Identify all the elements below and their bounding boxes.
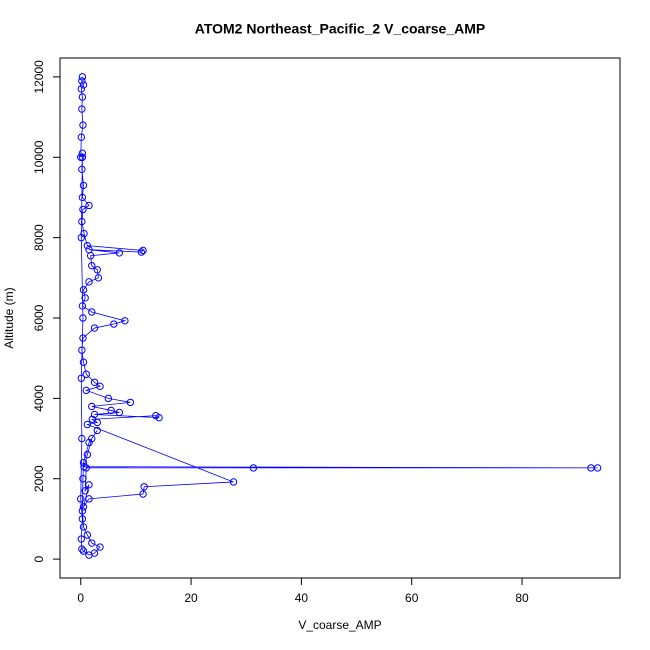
x-tick-label: 60: [405, 591, 419, 605]
data-point: [88, 262, 96, 270]
data-point: [79, 286, 88, 294]
data-point: [88, 539, 96, 547]
data-point: [110, 320, 118, 328]
data-point: [78, 77, 86, 85]
y-tick-label: 2000: [32, 465, 46, 492]
data-point: [78, 105, 86, 113]
data-point: [85, 438, 93, 447]
data-point: [79, 358, 88, 366]
data-point: [83, 450, 92, 459]
data-point: [81, 487, 89, 495]
data-point: [96, 382, 104, 391]
data-point: [78, 217, 86, 226]
x-tick-label: 0: [77, 591, 84, 605]
data-point: [85, 551, 93, 559]
data-point: [96, 543, 104, 551]
data-point: [78, 93, 87, 101]
data-point: [77, 495, 85, 503]
y-tick-label: 4000: [32, 385, 46, 412]
x-tick-label: 80: [515, 591, 529, 605]
data-line: [80, 76, 598, 556]
data-point: [77, 374, 85, 382]
data-point: [85, 201, 93, 210]
data-point: [121, 317, 129, 325]
x-tick-label: 20: [184, 591, 198, 605]
data-point: [90, 324, 99, 332]
data-point: [82, 386, 90, 395]
data-point: [77, 85, 85, 93]
plot-frame: [59, 57, 621, 579]
data-point: [83, 241, 92, 250]
data-point: [83, 531, 92, 539]
data-point: [79, 205, 87, 214]
data-point: [93, 266, 101, 274]
data-point: [78, 346, 86, 354]
data-point: [85, 481, 93, 489]
data-point: [126, 398, 135, 407]
data-point: [78, 302, 87, 310]
data-point: [593, 464, 602, 472]
y-tick-label: 12000: [32, 60, 46, 94]
y-tick-label: 0: [32, 555, 46, 562]
data-point: [94, 274, 103, 282]
data-point: [115, 249, 124, 257]
data-point: [79, 503, 88, 511]
data-point: [137, 248, 146, 256]
data-point: [79, 121, 87, 129]
data-point: [85, 278, 93, 286]
data-point: [78, 149, 87, 157]
data-point: [79, 181, 88, 190]
data-point: [152, 411, 160, 420]
data-point: [85, 495, 93, 503]
y-tick-label: 10000: [32, 140, 46, 174]
data-point: [80, 462, 88, 471]
x-axis-label: V_coarse_AMP: [298, 618, 381, 632]
data-point: [78, 507, 87, 515]
data-point: [78, 545, 86, 553]
data-point: [86, 252, 95, 260]
data-point: [107, 406, 115, 415]
data-point: [78, 515, 87, 523]
y-axis-label: Altitude (m): [2, 287, 16, 348]
x-tick-label: 40: [295, 591, 309, 605]
data-point: [82, 370, 90, 378]
data-point: [88, 402, 96, 411]
data-point: [139, 490, 147, 498]
data-point: [93, 418, 101, 427]
data-point: [140, 483, 148, 491]
data-point: [79, 523, 88, 531]
data-point: [88, 308, 96, 316]
data-point: [229, 478, 238, 486]
data-point: [93, 426, 101, 435]
data-point: [78, 153, 87, 161]
data-point: [79, 475, 87, 483]
data-point: [79, 314, 87, 322]
data-point: [83, 420, 92, 429]
chart-title: ATOM2 Northeast_Pacific_2 V_coarse_AMP: [195, 21, 486, 37]
data-point: [77, 133, 85, 141]
data-point: [139, 246, 147, 255]
data-point: [79, 458, 88, 467]
data-point: [78, 73, 87, 81]
data-point: [77, 535, 85, 543]
y-tick-label: 8000: [32, 224, 46, 251]
data-point: [78, 165, 86, 174]
data-point: [79, 547, 88, 555]
data-point: [78, 434, 86, 443]
data-point: [79, 81, 88, 89]
data-point: [249, 464, 258, 472]
data-point: [78, 193, 87, 202]
y-tick-label: 6000: [32, 304, 46, 331]
data-point: [81, 294, 89, 302]
data-point: [90, 378, 99, 386]
data-point: [90, 410, 99, 419]
data-point: [77, 233, 85, 242]
data-point: [104, 394, 113, 403]
data-point: [79, 334, 87, 342]
data-point: [115, 408, 124, 417]
